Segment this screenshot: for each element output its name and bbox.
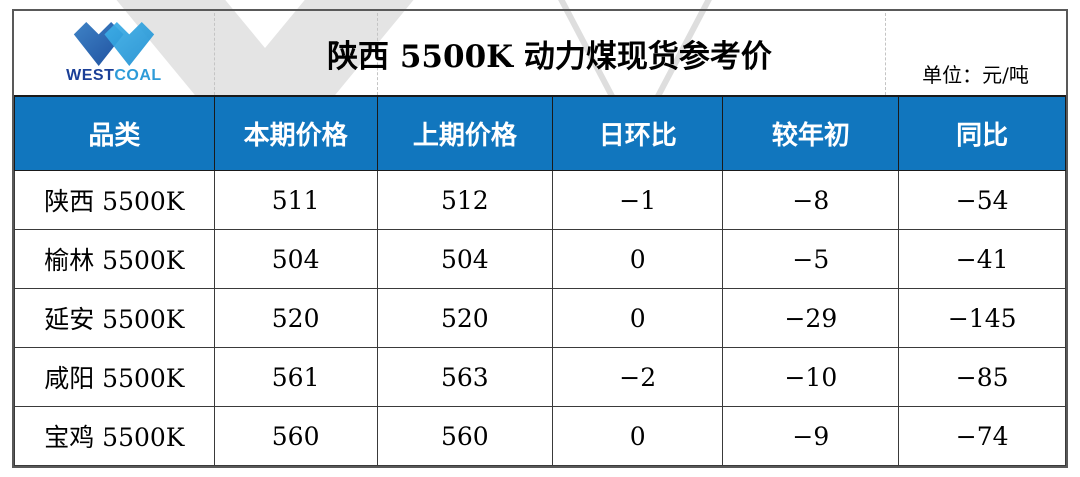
cell-previous-price: 512 — [376, 170, 554, 230]
unit-label: 单位：元/吨 — [922, 63, 1029, 87]
cell-current-price: 511 — [213, 170, 378, 230]
cell-category: 延安 5500K — [14, 288, 215, 348]
cell-daily-change: −1 — [552, 170, 724, 230]
westcoal-logo-text: WESTCOAL — [66, 68, 162, 84]
table-header-row: 品类 本期价格 上期价格 日环比 较年初 同比 — [14, 95, 1066, 171]
westcoal-logo: WESTCOAL — [14, 11, 214, 95]
cell-yoy-change: −145 — [898, 288, 1066, 348]
column-guide-line — [376, 13, 378, 95]
cell-previous-price: 560 — [376, 406, 554, 466]
col-header-ytd-change: 较年初 — [722, 95, 900, 171]
table-row: 延安 5500K 520 520 0 −29 −145 — [14, 288, 1066, 348]
logo-coal-label: COAL — [114, 67, 162, 84]
cell-ytd-change: −10 — [722, 347, 900, 407]
cell-yoy-change: −41 — [898, 229, 1066, 289]
cell-current-price: 520 — [213, 288, 378, 348]
col-header-current-price: 本期价格 — [213, 95, 378, 171]
cell-daily-change: −2 — [552, 347, 724, 407]
cell-ytd-change: −9 — [722, 406, 900, 466]
watermark-chevrons — [116, 0, 712, 97]
cell-yoy-change: −54 — [898, 170, 1066, 230]
cell-yoy-change: −74 — [898, 406, 1066, 466]
cell-ytd-change: −29 — [722, 288, 900, 348]
cell-category: 陕西 5500K — [14, 170, 215, 230]
cell-category: 榆林 5500K — [14, 229, 215, 289]
cell-daily-change: 0 — [552, 406, 724, 466]
logo-west-label: WEST — [66, 67, 115, 84]
column-guide-line — [885, 13, 887, 95]
table-row: 咸阳 5500K 561 563 −2 −10 −85 — [14, 347, 1066, 407]
cell-previous-price: 504 — [376, 229, 554, 289]
cell-category: 宝鸡 5500K — [14, 406, 215, 466]
col-header-previous-price: 上期价格 — [376, 95, 554, 171]
cell-previous-price: 520 — [376, 288, 554, 348]
col-header-category: 品类 — [14, 95, 215, 171]
cell-current-price: 504 — [213, 229, 378, 289]
table-row: 陕西 5500K 511 512 −1 −8 −54 — [14, 170, 1066, 230]
price-table: 品类 本期价格 上期价格 日环比 较年初 同比 陕西 5500K 511 512… — [14, 95, 1066, 466]
col-header-daily-change: 日环比 — [552, 95, 724, 171]
table-row: 宝鸡 5500K 560 560 0 −9 −74 — [14, 406, 1066, 466]
price-table-card: WESTCOAL 陕西 5500K 动力煤现货参考价 单位：元/吨 品类 本期价… — [12, 9, 1068, 468]
column-guide-line — [213, 13, 215, 95]
cell-daily-change: 0 — [552, 229, 724, 289]
cell-ytd-change: −8 — [722, 170, 900, 230]
cell-current-price: 561 — [213, 347, 378, 407]
col-header-yoy-change: 同比 — [898, 95, 1066, 171]
table-header-band: WESTCOAL 陕西 5500K 动力煤现货参考价 单位：元/吨 — [14, 11, 1066, 95]
cell-yoy-change: −85 — [898, 347, 1066, 407]
cell-previous-price: 563 — [376, 347, 554, 407]
cell-category: 咸阳 5500K — [14, 347, 215, 407]
westcoal-logo-icon — [73, 22, 155, 66]
cell-current-price: 560 — [213, 406, 378, 466]
page-title: 陕西 5500K 动力煤现货参考价 — [327, 38, 772, 75]
cell-ytd-change: −5 — [722, 229, 900, 289]
table-row: 榆林 5500K 504 504 0 −5 −41 — [14, 229, 1066, 289]
cell-daily-change: 0 — [552, 288, 724, 348]
